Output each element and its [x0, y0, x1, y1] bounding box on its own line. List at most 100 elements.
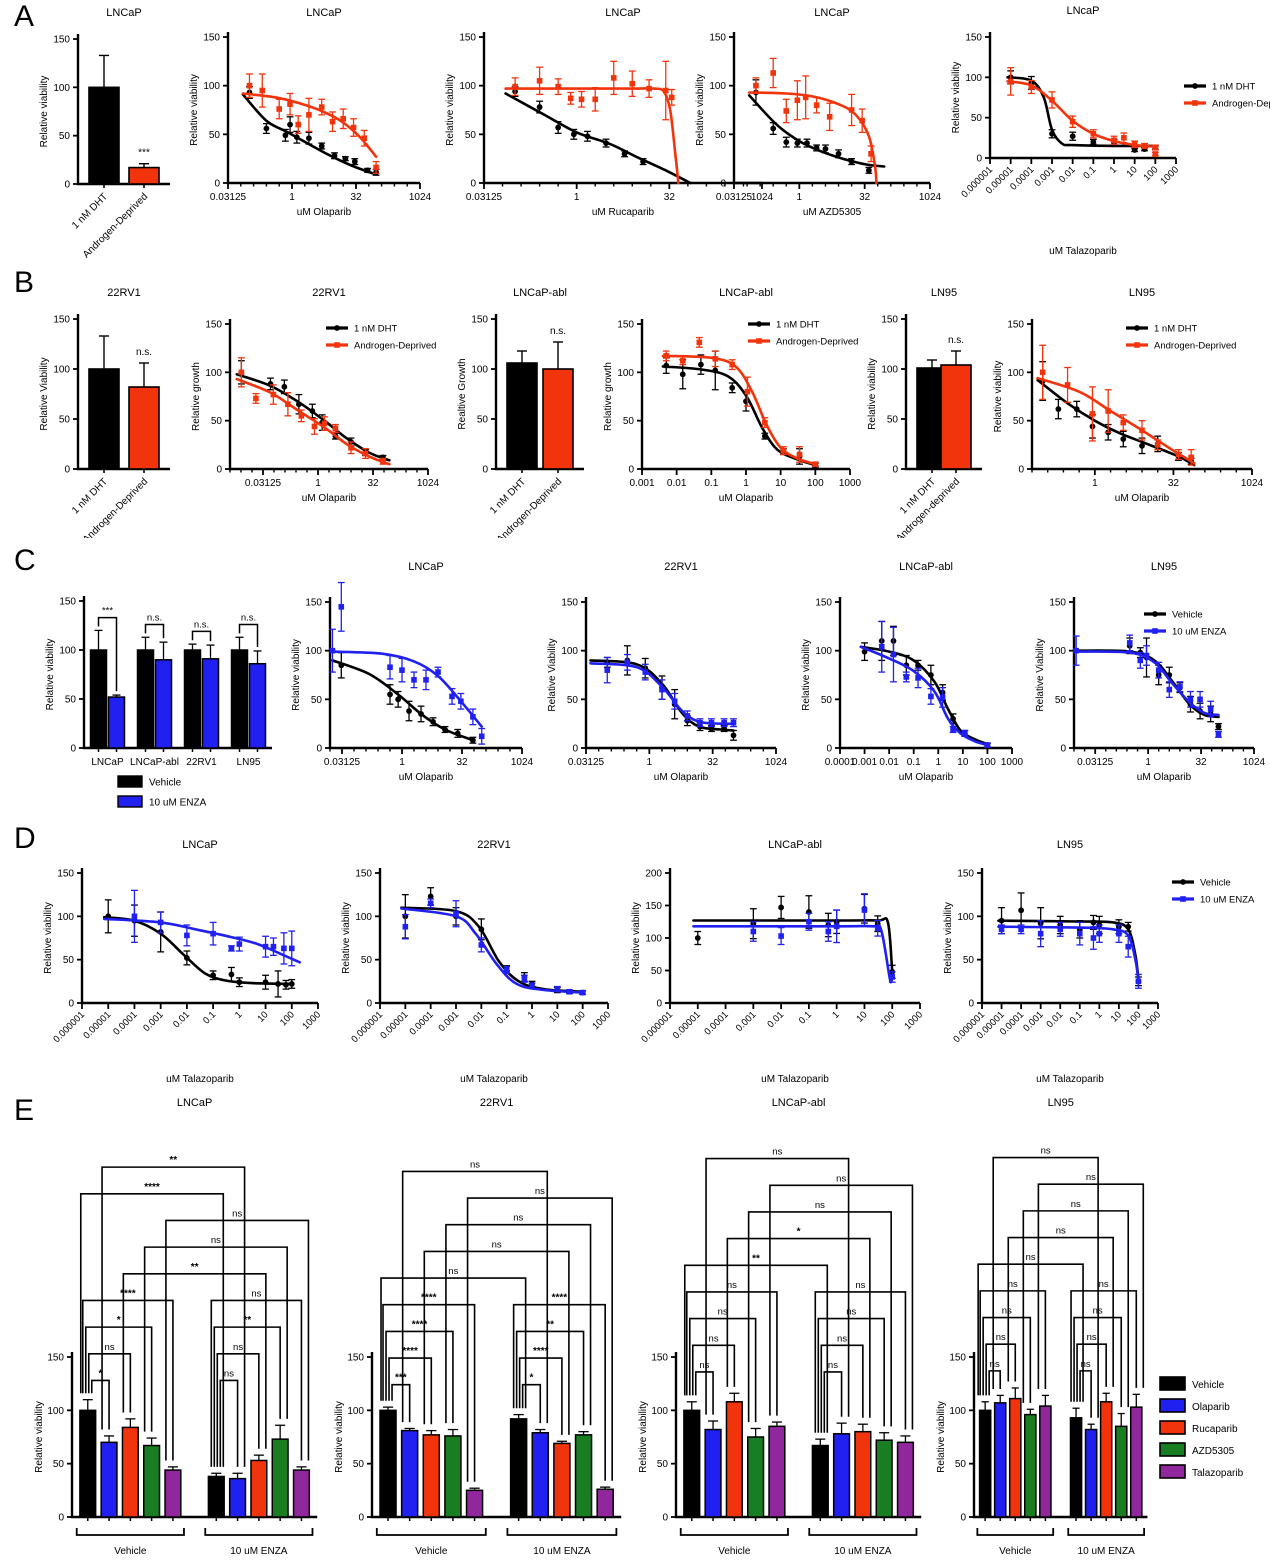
svg-text:50: 50 — [651, 966, 663, 977]
svg-text:0: 0 — [316, 744, 322, 755]
significance-label: ** — [191, 1262, 199, 1273]
svg-text:0.001: 0.001 — [1033, 164, 1058, 189]
panel-label-b: B — [14, 266, 35, 299]
chart-title: LNCaP-abl — [899, 561, 953, 573]
chart-svg: 0 50 100 150 0.03125 1 32 1024 LNCaP uM Rucaparib… — [445, 7, 774, 218]
svg-text:0: 0 — [1060, 744, 1066, 755]
category-label: 22RV1 — [186, 757, 217, 768]
svg-text:0.001: 0.001 — [734, 1009, 759, 1034]
y-axis-label: Relative viability — [801, 639, 812, 711]
significance-label: ns — [1026, 1252, 1036, 1263]
significance-label: ** — [169, 1155, 177, 1166]
svg-text:0: 0 — [482, 465, 488, 476]
svg-text:100: 100 — [645, 934, 662, 945]
svg-text:10: 10 — [854, 1009, 869, 1024]
panel-row-b: B 0 50 100 150 22RV1 Relative Viability 1 nM D… — [0, 262, 1270, 545]
svg-text:50: 50 — [63, 955, 75, 966]
chart-title: 22RV1 — [477, 839, 510, 851]
significance-label: ns — [1002, 1306, 1012, 1317]
svg-text:10: 10 — [1109, 1009, 1124, 1024]
significance-label: ns — [1087, 1332, 1097, 1343]
svg-text:50: 50 — [1055, 695, 1067, 706]
significance-label: ns — [828, 1360, 838, 1371]
svg-text:150: 150 — [59, 597, 76, 608]
panel-row-e: E 0 50 100 150 LNCaP Relative viability Vehicl… — [0, 1090, 1270, 1566]
svg-text:1: 1 — [647, 757, 653, 768]
chart-svg: 0 50 100 150 22RV1 Relative Viability 1 nM DHT… — [39, 287, 170, 545]
svg-text:100: 100 — [979, 757, 996, 768]
significance-label: ns — [1041, 1146, 1051, 1157]
svg-text:100: 100 — [278, 1009, 297, 1028]
chart-title: LN95 — [1057, 839, 1083, 851]
svg-text:50: 50 — [59, 415, 71, 426]
significance-label: ** — [243, 1315, 251, 1326]
significance-label: ns — [996, 1332, 1006, 1343]
svg-text:10: 10 — [957, 757, 969, 768]
svg-text:0.1: 0.1 — [1081, 164, 1098, 181]
svg-text:0: 0 — [64, 465, 70, 476]
svg-text:0: 0 — [892, 465, 898, 476]
svg-text:50: 50 — [311, 695, 323, 706]
significance-label: ns — [1086, 1172, 1096, 1183]
chart-d-lncapabl-talazoparib-curve: 0 50 100 150 200 0.000001 0.00001 0.0001 0.001 0.… — [624, 818, 934, 1095]
y-axis-label: Relative viability — [34, 1401, 45, 1473]
chart-svg: 0 50 100 150 LNCaP Relative viability 1 nM DHT… — [39, 7, 170, 260]
svg-text:0: 0 — [960, 1513, 966, 1524]
svg-text:100: 100 — [949, 1406, 966, 1417]
legend-label: Androgen-Deprived — [354, 341, 436, 352]
legend-label: 1 nM DHT — [354, 324, 397, 335]
svg-text:0.001: 0.001 — [629, 478, 654, 489]
svg-text:150: 150 — [53, 315, 70, 326]
legend-label: Olaparib — [1192, 1402, 1230, 1413]
svg-text:0: 0 — [58, 1513, 64, 1524]
chart-e-22rv1-parpi-bar: 0 50 100 150 22RV1 Relative viability Vehicle 1… — [326, 1090, 628, 1566]
chart-svg: 0 50 100 150 LNCaP-abl Relative viability Vehi… — [638, 1097, 922, 1557]
significance-label: * — [117, 1315, 121, 1326]
svg-text:100: 100 — [807, 478, 824, 489]
svg-text:150: 150 — [203, 33, 220, 44]
svg-text:1: 1 — [1108, 164, 1120, 176]
svg-text:150: 150 — [53, 35, 70, 46]
group-label: Vehicle — [999, 1546, 1032, 1557]
chart-svg: 0 50 100 150 1 32 1024 LN95 uM Olaparib Relative … — [993, 287, 1264, 504]
svg-text:32: 32 — [1168, 478, 1180, 489]
svg-text:150: 150 — [949, 1353, 966, 1364]
chart-c-lncap-olaparib-curve: 0 50 100 150 0.03125 1 32 1024 LNCaP uM Olaparib R… — [284, 540, 536, 821]
svg-text:1000: 1000 — [1140, 1009, 1163, 1032]
chart-title: 22RV1 — [664, 561, 697, 573]
chart-svg: 0 50 100 150 Relative viability *** LNCaP n.s. L… — [45, 596, 272, 809]
svg-text:1024: 1024 — [1241, 478, 1264, 489]
significance-label: ns — [727, 1280, 737, 1291]
x-axis-label: uM AZD5305 — [803, 207, 862, 218]
svg-text:100: 100 — [53, 365, 70, 376]
chart-a-lncap-talazoparib-curve: 0 50 100 150 0.000001 0.00001 0.0001 0.001 0.01 0… — [944, 0, 1270, 267]
chart-title: LNCaP — [408, 561, 443, 573]
svg-text:100: 100 — [205, 368, 222, 379]
legend-label: AZD5305 — [1192, 1446, 1235, 1457]
significance-label: ns — [1008, 1279, 1018, 1290]
svg-text:50: 50 — [963, 955, 975, 966]
chart-title: LN95 — [1151, 561, 1177, 573]
significance-label: **** — [402, 1346, 418, 1357]
svg-text:100: 100 — [617, 368, 634, 379]
svg-text:0: 0 — [70, 744, 76, 755]
significance-label: ns — [233, 1342, 243, 1353]
svg-text:150: 150 — [205, 320, 222, 331]
significance-label: ns — [1081, 1359, 1091, 1370]
svg-text:10: 10 — [775, 478, 787, 489]
chart-b-22rv1-viability-bar: 0 50 100 150 22RV1 Relative Viability 1 nM DHT… — [28, 266, 180, 545]
svg-text:150: 150 — [305, 598, 322, 609]
svg-text:0.01: 0.01 — [171, 1009, 192, 1030]
svg-text:1024: 1024 — [1243, 757, 1266, 768]
svg-text:1024: 1024 — [765, 757, 788, 768]
svg-text:150: 150 — [815, 598, 832, 609]
significance-label: n.s. — [550, 326, 566, 337]
significance-label: ** — [752, 1253, 760, 1264]
significance-label: * — [797, 1227, 801, 1238]
svg-text:150: 150 — [471, 315, 488, 326]
significance-label: n.s. — [136, 347, 152, 358]
svg-text:0.03125: 0.03125 — [245, 478, 282, 489]
svg-text:0.0001: 0.0001 — [111, 1009, 139, 1037]
